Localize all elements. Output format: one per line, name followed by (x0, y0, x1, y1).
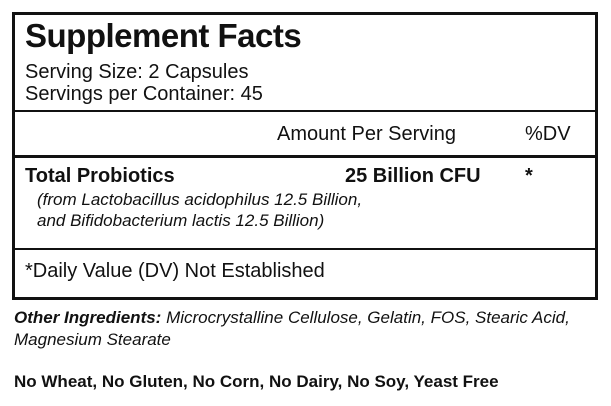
other-ingredients: Other Ingredients: Microcrystalline Cell… (14, 308, 570, 328)
other-ingredients-cont: Magnesium Stearate (14, 330, 171, 349)
dv-header: %DV (525, 123, 571, 145)
other-label: Other Ingredients: (14, 308, 162, 327)
divider (15, 248, 595, 250)
free-from: No Wheat, No Gluten, No Corn, No Dairy, … (14, 372, 499, 391)
panel-title: Supplement Facts (25, 17, 302, 54)
ingredient-detail: (from Lactobacillus acidophilus 12.5 Bil… (37, 190, 363, 209)
amount-header: Amount Per Serving (277, 123, 456, 145)
servings-per-container: Servings per Container: 45 (25, 83, 263, 105)
serving-size: Serving Size: 2 Capsules (25, 61, 249, 83)
supplement-facts-panel: Supplement Facts Serving Size: 2 Capsule… (12, 12, 598, 300)
divider (15, 110, 595, 112)
other-text: Microcrystalline Cellulose, Gelatin, FOS… (161, 308, 570, 327)
ingredient-detail: and Bifidobacterium lactis 12.5 Billion) (37, 211, 325, 230)
divider (15, 155, 595, 158)
ingredient-dv: * (525, 165, 533, 187)
ingredient-name: Total Probiotics (25, 165, 175, 187)
footnote: *Daily Value (DV) Not Established (25, 260, 325, 282)
ingredient-amount: 25 Billion CFU (345, 165, 481, 187)
